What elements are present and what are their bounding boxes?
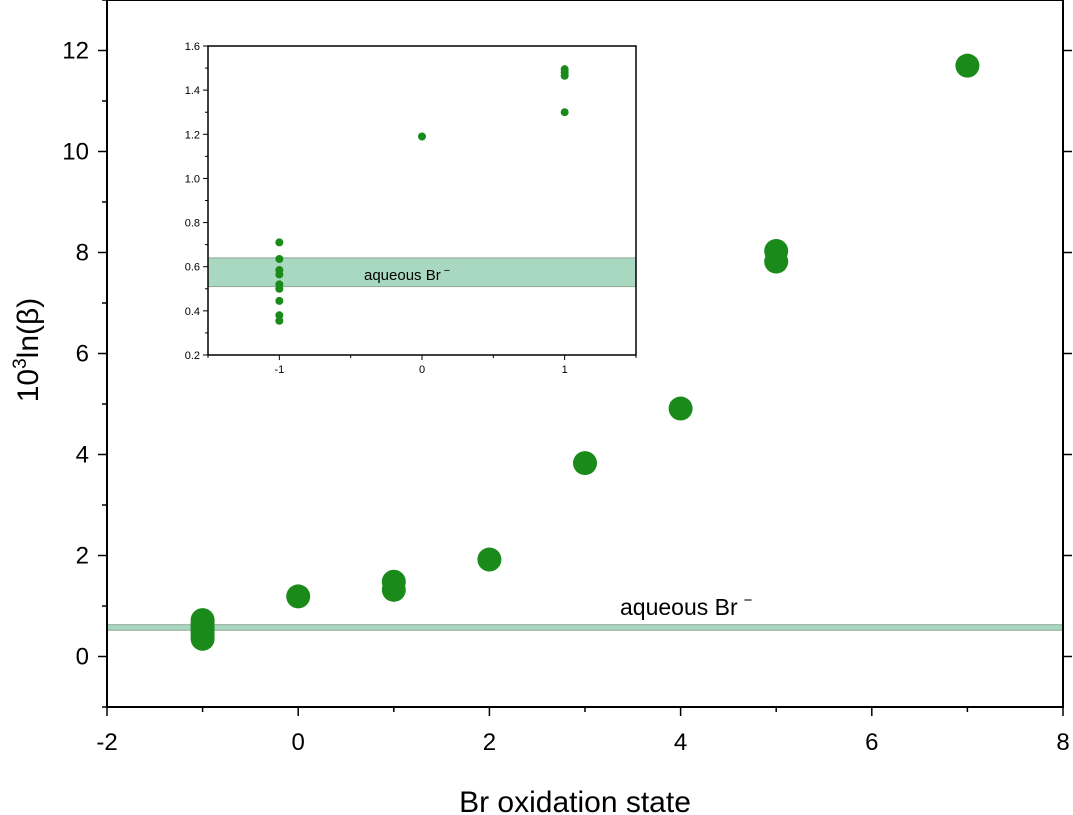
main-scatter-points [190,53,980,651]
inset-data-point [275,266,284,275]
main-y-tick-label: 12 [62,38,89,65]
inset-x-tick-label: 1 [562,364,568,376]
main-x-tick-label: 4 [674,729,687,756]
main-data-point [668,396,693,421]
main-y-tick-label: 10 [62,139,89,166]
inset-band-label: aqueous Br − [364,265,450,284]
inset-y-tick-label: 1.6 [185,41,200,53]
inset-data-point [560,108,569,117]
main-band-label: aqueous Br − [620,592,753,620]
main-data-point [955,53,980,78]
main-y-tick-label: 2 [76,543,89,570]
main-reference-band [106,624,1064,631]
inset-y-tick-label: 0.4 [185,306,200,318]
main-band-rect [106,624,1064,631]
main-data-point [286,584,311,609]
inset-scatter-points [275,65,569,325]
main-x-tick-label: 0 [292,729,305,756]
main-data-point [573,451,597,476]
inset-chart: -1 0 1 0.2 0.4 0.6 0.8 1.0 1.2 1.4 1.6 aqueous Br − [185,41,637,376]
main-y-tick-label: 8 [76,240,89,267]
inset-data-point [560,65,569,74]
main-y-tick-label: 4 [76,442,89,469]
main-x-tick-label: 2 [483,729,496,756]
inset-axis-ticks: -1 0 1 0.2 0.4 0.6 0.8 1.0 1.2 1.4 1.6 [185,41,637,376]
main-y-tick-label: 6 [76,341,89,368]
inset-y-tick-label: 1.2 [185,129,200,141]
inset-y-tick-label: 0.2 [185,350,200,362]
y-axis-title: 103ln(β) [10,298,45,403]
inset-data-point [275,296,284,305]
inset-data-point [275,316,284,325]
main-data-point [381,569,406,594]
main-x-tick-label: 8 [1056,729,1069,756]
inset-y-tick-label: 1.0 [185,173,200,185]
main-x-tick-label: -2 [96,729,117,756]
x-axis-title: Br oxidation state [459,786,691,815]
inset-y-tick-label: 1.4 [185,85,200,97]
inset-x-tick-label: 0 [419,364,425,376]
inset-y-tick-label: 0.6 [185,262,200,274]
inset-data-point [418,132,426,141]
main-data-point [477,547,502,572]
inset-y-tick-label: 0.8 [185,218,200,230]
inset-data-point [275,254,284,263]
inset-data-point [275,238,284,247]
main-data-point [764,238,789,263]
inset-data-point [275,311,284,320]
main-data-point [190,608,215,633]
inset-background [208,46,636,355]
main-x-tick-label: 6 [865,729,878,756]
main-y-tick-label: 0 [76,644,89,671]
inset-data-point [275,280,284,289]
inset-x-tick-label: -1 [274,364,284,376]
